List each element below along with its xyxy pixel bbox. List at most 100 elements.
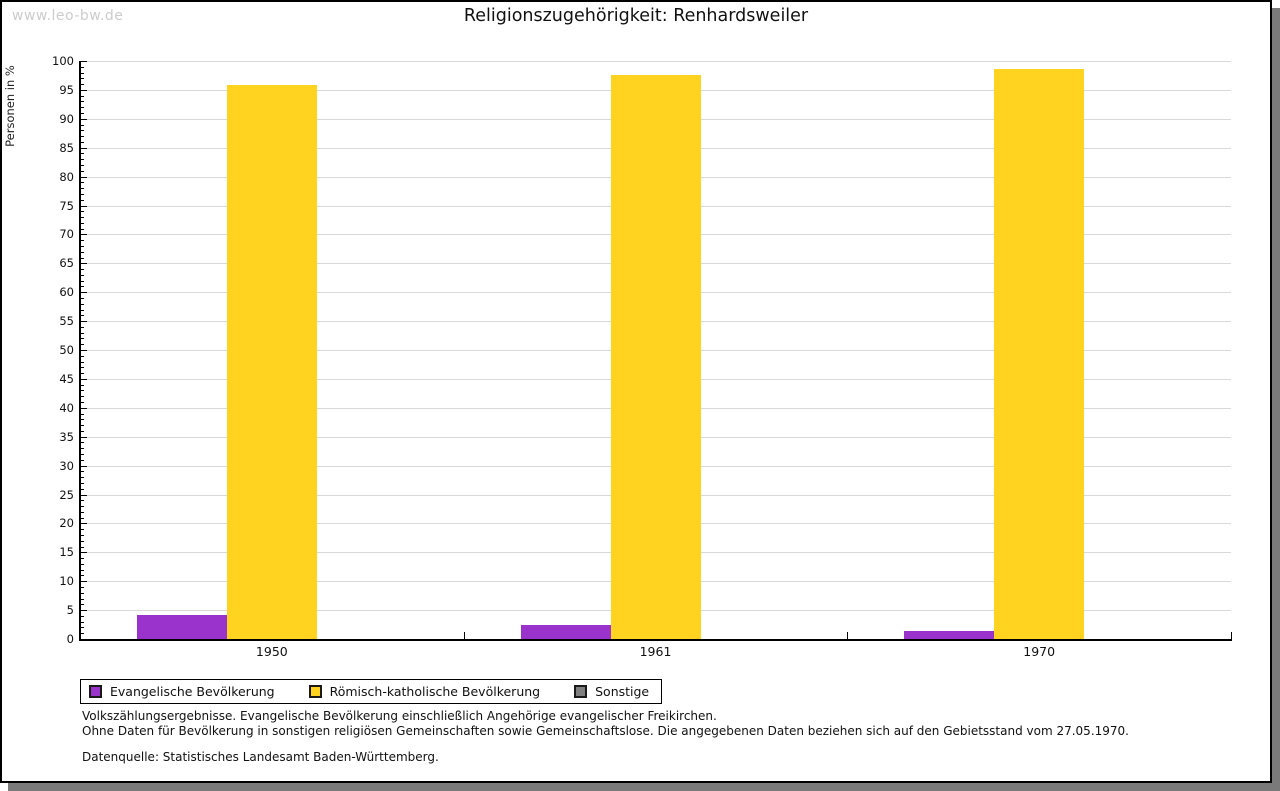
y-minor-tick-21: [80, 517, 84, 519]
y-minor-tick-8: [80, 592, 84, 594]
y-minor-tick-87: [80, 136, 84, 138]
y-minor-tick-13: [80, 563, 84, 565]
y-tick-label-65: 65: [59, 256, 74, 271]
y-minor-tick-24: [80, 500, 84, 502]
x-separator-tick-1: [463, 632, 465, 639]
y-minor-tick-49: [80, 355, 84, 357]
y-minor-tick-62: [80, 280, 84, 282]
bar-evangelische-bev-lkerung-1950: [136, 614, 227, 639]
legend-label: Römisch-katholische Bevölkerung: [329, 683, 541, 699]
y-major-tick-80: [80, 176, 87, 178]
y-minor-tick-4: [80, 615, 84, 617]
y-major-tick-95: [80, 89, 87, 91]
y-minor-tick-26: [80, 488, 84, 490]
y-minor-tick-89: [80, 124, 84, 126]
y-minor-tick-7: [80, 598, 84, 600]
y-minor-tick-56: [80, 315, 84, 317]
y-major-tick-90: [80, 118, 87, 120]
legend-label: Evangelische Bevölkerung: [110, 683, 275, 699]
x-axis-line: [79, 639, 1232, 641]
y-minor-tick-96: [80, 84, 84, 86]
y-tick-label-90: 90: [59, 111, 74, 126]
y-minor-tick-29: [80, 471, 84, 473]
y-minor-tick-14: [80, 558, 84, 560]
y-minor-tick-59: [80, 297, 84, 299]
bar-r-misch-katholische-bev-lkerung-1970: [994, 68, 1085, 639]
y-tick-label-30: 30: [59, 458, 74, 473]
y-tick-label-10: 10: [59, 574, 74, 589]
y-minor-tick-91: [80, 113, 84, 115]
y-tick-label-45: 45: [59, 371, 74, 386]
y-minor-tick-93: [80, 101, 84, 103]
y-minor-tick-9: [80, 586, 84, 588]
y-minor-tick-44: [80, 384, 84, 386]
y-minor-tick-84: [80, 153, 84, 155]
y-major-tick-20: [80, 523, 87, 525]
y-minor-tick-2: [80, 627, 84, 629]
y-minor-tick-66: [80, 257, 84, 259]
y-minor-tick-88: [80, 130, 84, 132]
y-tick-label-25: 25: [59, 487, 74, 502]
footnote-line: Volkszählungsergebnisse. Evangelische Be…: [82, 709, 717, 723]
y-minor-tick-64: [80, 269, 84, 271]
legend-item-r-misch-katholische-bev-lkerung: Römisch-katholische Bevölkerung: [308, 683, 541, 699]
y-minor-tick-27: [80, 482, 84, 484]
y-minor-tick-53: [80, 332, 84, 334]
y-tick-label-70: 70: [59, 227, 74, 242]
x-axis-end-tick: [1231, 632, 1232, 639]
bar-evangelische-bev-lkerung-1970: [904, 631, 995, 639]
y-minor-tick-43: [80, 390, 84, 392]
y-minor-tick-32: [80, 454, 84, 456]
y-minor-tick-16: [80, 546, 84, 548]
y-minor-tick-73: [80, 217, 84, 219]
y-major-tick-50: [80, 350, 87, 351]
y-major-tick-10: [80, 581, 87, 583]
y-minor-tick-42: [80, 396, 84, 398]
y-major-tick-85: [80, 147, 87, 149]
y-tick-label-20: 20: [59, 516, 74, 531]
y-minor-tick-39: [80, 413, 84, 415]
y-minor-tick-3: [80, 621, 84, 623]
footnotes: Volkszählungsergebnisse. Evangelische Be…: [82, 709, 1129, 738]
y-minor-tick-98: [80, 72, 84, 74]
y-minor-tick-34: [80, 442, 84, 444]
y-minor-tick-83: [80, 159, 84, 161]
y-minor-tick-22: [80, 511, 84, 513]
y-minor-tick-19: [80, 529, 84, 531]
legend-color-swatch: [89, 684, 102, 698]
y-minor-tick-97: [80, 78, 84, 80]
y-tick-label-0: 0: [66, 632, 74, 646]
y-tick-label-85: 85: [59, 140, 74, 155]
y-tick-label-100: 100: [52, 54, 74, 68]
y-minor-tick-61: [80, 286, 84, 288]
y-minor-tick-38: [80, 419, 84, 421]
y-minor-tick-47: [80, 367, 84, 369]
y-major-tick-5: [80, 610, 87, 612]
y-minor-tick-92: [80, 107, 84, 109]
y-minor-tick-48: [80, 361, 84, 363]
chart-title: Religionszugehörigkeit: Renhardsweiler: [463, 6, 809, 26]
y-minor-tick-54: [80, 326, 84, 328]
y-minor-tick-23: [80, 506, 84, 508]
y-tick-label-95: 95: [59, 82, 74, 97]
y-tick-label-5: 5: [66, 603, 74, 618]
y-minor-tick-31: [80, 459, 84, 461]
y-major-tick-70: [80, 234, 87, 236]
y-major-tick-55: [80, 321, 87, 323]
y-tick-label-80: 80: [59, 169, 74, 184]
y-minor-tick-41: [80, 402, 84, 404]
y-major-tick-15: [80, 552, 87, 554]
y-major-tick-25: [80, 494, 87, 496]
y-minor-tick-57: [80, 309, 84, 311]
y-major-tick-40: [80, 407, 87, 409]
legend: Evangelische Bevölkerung Römisch-katholis…: [80, 679, 663, 704]
y-major-tick-75: [80, 205, 87, 207]
y-tick-label-40: 40: [59, 400, 74, 415]
y-minor-tick-33: [80, 448, 84, 450]
y-major-tick-45: [80, 378, 87, 380]
bar-evangelische-bev-lkerung-1961: [520, 625, 611, 639]
y-minor-tick-72: [80, 222, 84, 224]
y-tick-label-35: 35: [59, 429, 74, 444]
x-tick-label-1961: 1961: [639, 644, 672, 659]
y-minor-tick-12: [80, 569, 84, 571]
